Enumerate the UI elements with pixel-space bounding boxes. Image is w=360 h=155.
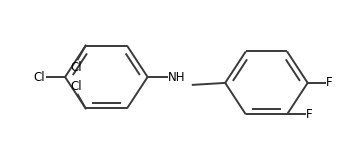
- Text: F: F: [326, 76, 333, 89]
- Text: F: F: [306, 108, 312, 121]
- Text: Cl: Cl: [34, 71, 45, 84]
- Text: Cl: Cl: [70, 80, 82, 93]
- Text: NH: NH: [168, 71, 186, 84]
- Text: Cl: Cl: [70, 61, 82, 74]
